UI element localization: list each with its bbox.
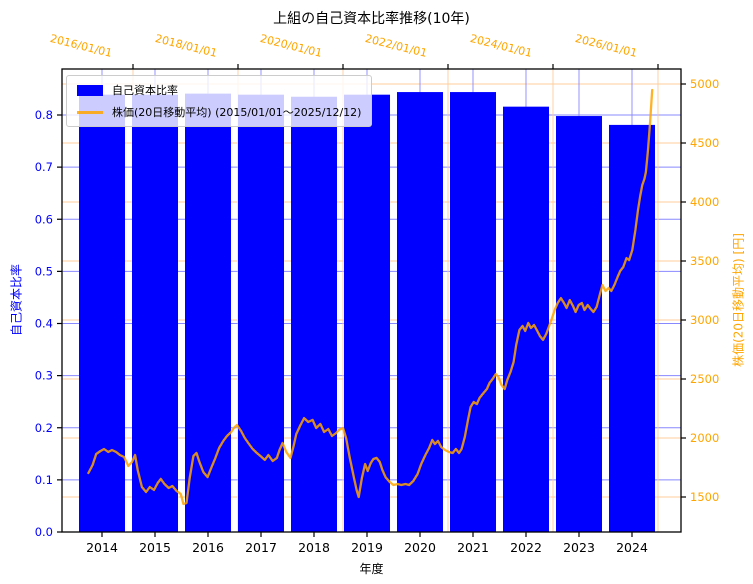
top-x-tick-label: 2024/01/01 — [469, 32, 534, 60]
right-y-tick-label: 3000 — [690, 313, 719, 327]
x-tick-label-2019: 2019 — [351, 540, 383, 555]
bar-2023 — [556, 116, 602, 532]
left-y-tick-label: 0.5 — [35, 264, 53, 278]
x-tick-label-2024: 2024 — [616, 540, 648, 555]
axis-ticks-and-labels: 2014 2015 2016 2017 2018 2019 2020 2021 2022 2023… — [35, 32, 720, 555]
right-y-tick-label: 2000 — [690, 431, 719, 445]
chart-title: 上組の自己資本比率推移(10年) — [273, 11, 470, 27]
bar-2018 — [291, 96, 337, 532]
bar-2015 — [132, 94, 178, 532]
bar-2014 — [79, 94, 125, 532]
bar-2022 — [503, 106, 549, 532]
right-y-tick-label: 2500 — [690, 372, 719, 386]
left-y-tick-label: 0.2 — [35, 421, 53, 435]
left-y-tick-label: 0.1 — [35, 473, 53, 487]
bar-2024 — [609, 124, 655, 532]
bar-2021 — [450, 92, 496, 532]
right-y-tick-label: 3500 — [690, 254, 719, 268]
x-tick-label-2020: 2020 — [404, 540, 436, 555]
top-x-tick-label: 2018/01/01 — [154, 32, 219, 60]
top-x-tick-label: 2020/01/01 — [259, 32, 324, 60]
left-y-tick-label: 0.0 — [35, 525, 53, 539]
left-y-tick-label: 0.3 — [35, 369, 53, 383]
right-y-tick-label: 4000 — [690, 195, 719, 209]
stock-price-line — [87, 88, 654, 506]
left-y-tick-label: 0.8 — [35, 108, 53, 122]
legend-item-equity-ratio: 自己資本比率 — [77, 82, 361, 98]
x-tick-label-2022: 2022 — [510, 540, 542, 555]
legend-bar-label: 自己資本比率 — [112, 84, 178, 97]
top-x-tick-label: 2016/01/01 — [49, 32, 114, 60]
top-x-tick-label: 2026/01/01 — [574, 32, 639, 60]
left-y-axis-label: 自己資本比率 — [9, 263, 24, 337]
right-y-tick-label: 4500 — [690, 136, 719, 150]
legend-bar-swatch — [77, 84, 103, 96]
bar-2019 — [344, 94, 390, 532]
legend-line-label: 株価(20日移動平均) (2015/01/01～2025/12/12) — [112, 106, 362, 119]
right-y-tick-label: 5000 — [690, 77, 719, 91]
left-y-tick-label: 0.7 — [35, 160, 53, 174]
x-tick-label-2018: 2018 — [298, 540, 330, 555]
bar-2017 — [238, 94, 284, 532]
left-y-tick-label: 0.6 — [35, 212, 53, 226]
x-tick-label-2016: 2016 — [192, 540, 224, 555]
legend: 自己資本比率 株価(20日移動平均) (2015/01/01～2025/12/1… — [66, 75, 373, 127]
x-tick-label-2021: 2021 — [457, 540, 489, 555]
x-tick-label-2015: 2015 — [139, 540, 171, 555]
plot-spines — [61, 68, 682, 533]
x-tick-label-2014: 2014 — [86, 540, 118, 555]
x-axis-label: 年度 — [359, 562, 384, 576]
legend-line-swatch — [77, 110, 103, 114]
right-y-axis-label: 株価(20日移動平均) [円] — [731, 233, 746, 367]
top-x-tick-label: 2022/01/01 — [364, 32, 429, 60]
x-tick-label-2017: 2017 — [245, 540, 277, 555]
bar-2020 — [397, 92, 443, 532]
left-y-tick-label: 0.4 — [35, 317, 53, 331]
x-tick-label-2023: 2023 — [563, 540, 595, 555]
legend-item-stock-price: 株価(20日移動平均) (2015/01/01～2025/12/12) — [77, 104, 361, 120]
right-y-tick-label: 1500 — [690, 490, 719, 504]
